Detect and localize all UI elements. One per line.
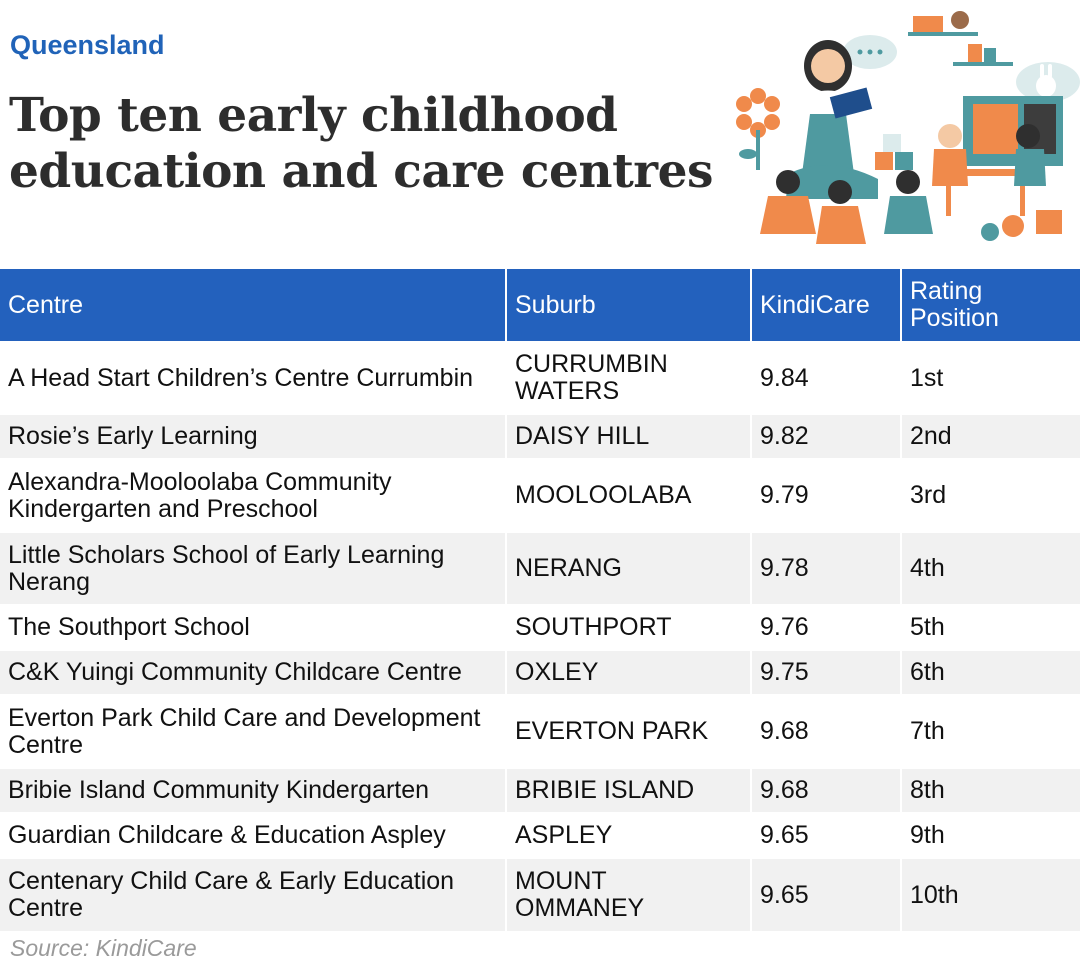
table-row: Everton Park Child Care and Development … (0, 694, 1080, 768)
cell-rating-position: 8th (901, 767, 1080, 813)
table-row: C&K Yuingi Community Childcare Centre OX… (0, 649, 1080, 695)
cell-centre: Everton Park Child Care and Development … (0, 694, 507, 768)
cell-rating-position: 10th (901, 857, 1080, 931)
cell-rating-position: 1st (901, 341, 1080, 414)
cell-suburb: EVERTON PARK (506, 694, 752, 768)
cell-kindicare: 9.76 (751, 604, 902, 650)
table-row: Little Scholars School of Early Learning… (0, 531, 1080, 605)
table-row: Guardian Childcare & Education Aspley AS… (0, 812, 1080, 858)
cell-kindicare: 9.82 (751, 413, 902, 459)
table-row: The Southport School SOUTHPORT 9.76 5th (0, 604, 1080, 650)
table-row: Alexandra-Mooloolaba Community Kindergar… (0, 458, 1080, 532)
cell-suburb: SOUTHPORT (506, 604, 752, 650)
cell-centre: C&K Yuingi Community Childcare Centre (0, 649, 507, 695)
cell-suburb: OXLEY (506, 649, 752, 695)
cell-rating-position: 7th (901, 694, 1080, 768)
table-row: Bribie Island Community Kindergarten BRI… (0, 767, 1080, 813)
cell-centre: Rosie’s Early Learning (0, 413, 507, 459)
cell-rating-position: 4th (901, 531, 1080, 605)
kicker: Queensland (10, 30, 165, 60)
page-title: Top ten early childhood education and ca… (9, 88, 713, 199)
cell-centre: Little Scholars School of Early Learning… (0, 531, 507, 605)
cell-centre: A Head Start Children’s Centre Currumbin (0, 341, 507, 414)
cell-rating-position: 3rd (901, 458, 1080, 532)
source-note: Source: KindiCare (10, 935, 197, 961)
cell-rating-position: 2nd (901, 413, 1080, 459)
cell-centre: Centenary Child Care & Early Education C… (0, 857, 507, 931)
cell-kindicare: 9.79 (751, 458, 902, 532)
table-header-row: Centre Suburb KindiCare Rating Position (0, 269, 1080, 342)
cell-suburb: MOOLOOLABA (506, 458, 752, 532)
column-header-centre: Centre (0, 269, 507, 342)
cell-kindicare: 9.75 (751, 649, 902, 695)
cell-kindicare: 9.78 (751, 531, 902, 605)
cell-centre: The Southport School (0, 604, 507, 650)
cell-suburb: DAISY HILL (506, 413, 752, 459)
cell-kindicare: 9.68 (751, 694, 902, 768)
table-row: Rosie’s Early Learning DAISY HILL 9.82 2… (0, 413, 1080, 459)
cell-centre: Alexandra-Mooloolaba Community Kindergar… (0, 458, 507, 532)
cell-rating-position: 9th (901, 812, 1080, 858)
cell-kindicare: 9.68 (751, 767, 902, 813)
cell-rating-position: 5th (901, 604, 1080, 650)
cell-suburb: MOUNT OMMANEY (506, 857, 752, 931)
classroom-illustration-icon (736, 11, 1080, 244)
table-row: Centenary Child Care & Early Education C… (0, 857, 1080, 931)
cell-suburb: CURRUMBIN WATERS (506, 341, 752, 414)
cell-centre: Bribie Island Community Kindergarten (0, 767, 507, 813)
cell-kindicare: 9.65 (751, 857, 902, 931)
cell-suburb: NERANG (506, 531, 752, 605)
cell-centre: Guardian Childcare & Education Aspley (0, 812, 507, 858)
column-header-suburb: Suburb (506, 269, 752, 342)
cell-suburb: ASPLEY (506, 812, 752, 858)
cell-rating-position: 6th (901, 649, 1080, 695)
cell-suburb: BRIBIE ISLAND (506, 767, 752, 813)
column-header-kindicare: KindiCare (751, 269, 902, 342)
table-row: A Head Start Children’s Centre Currumbin… (0, 341, 1080, 414)
column-header-rating-position: Rating Position (901, 269, 1080, 342)
centres-table: Centre Suburb KindiCare Rating Position … (0, 269, 1080, 931)
cell-kindicare: 9.84 (751, 341, 902, 414)
cell-kindicare: 9.65 (751, 812, 902, 858)
